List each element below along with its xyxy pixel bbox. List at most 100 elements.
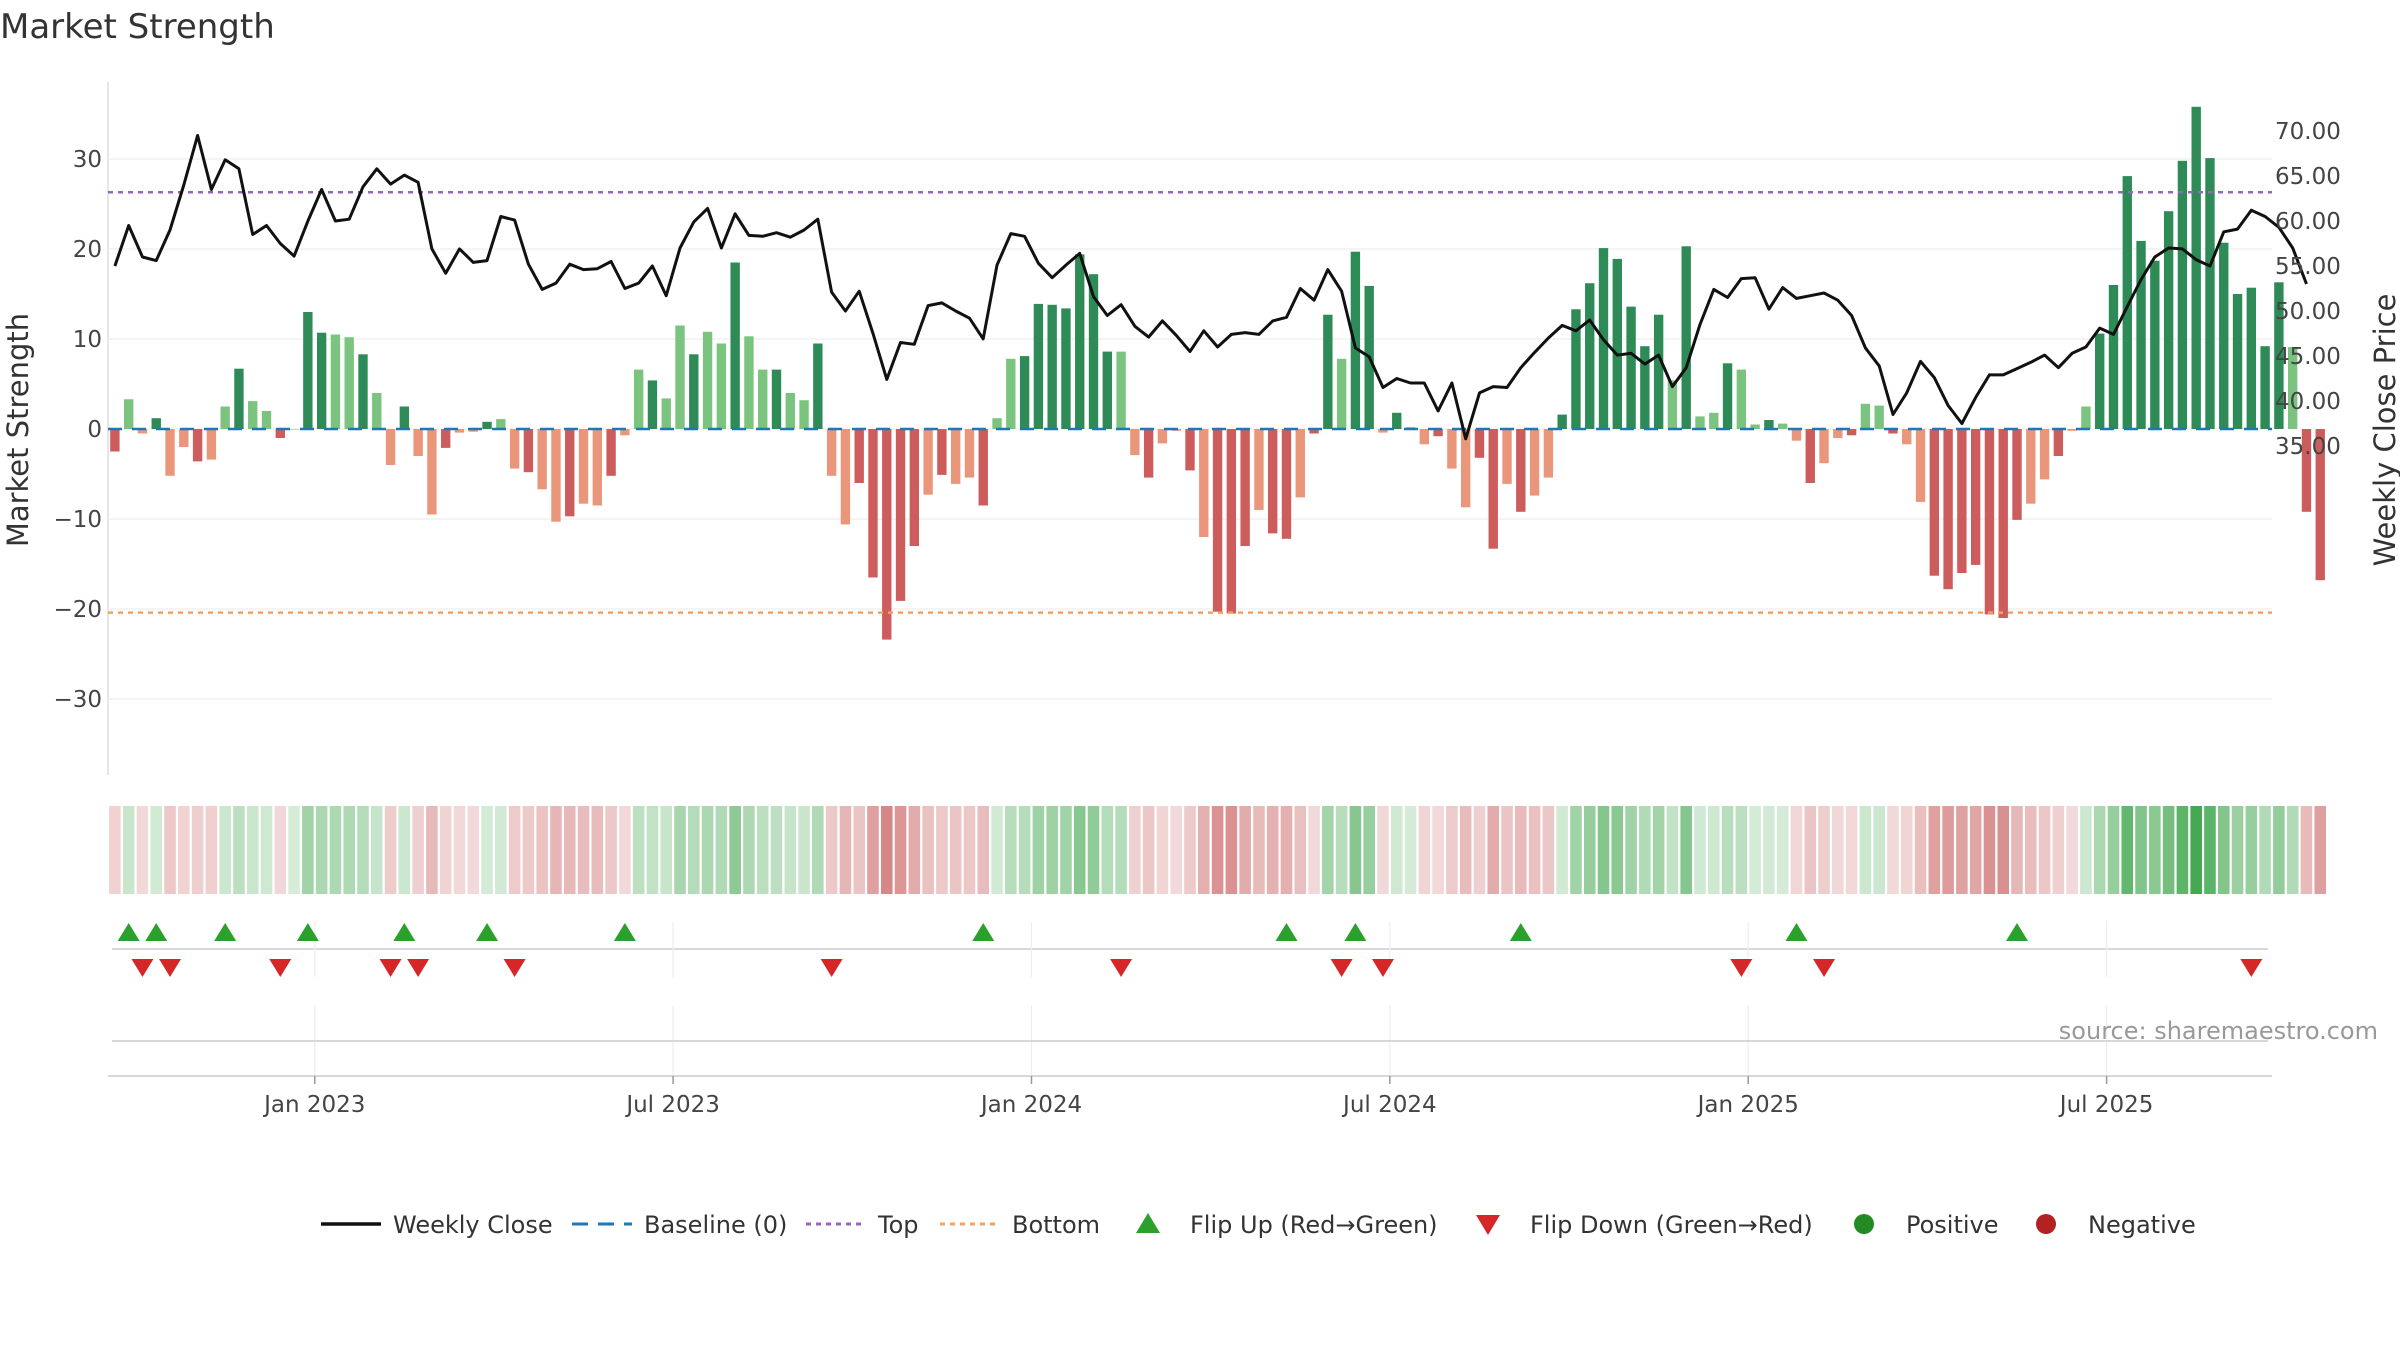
flip-up-marker xyxy=(145,923,168,941)
heat-cell xyxy=(1887,806,1899,894)
heat-cell xyxy=(756,806,769,894)
legend-label: Weekly Close xyxy=(393,1211,553,1239)
flip-up-marker xyxy=(1275,923,1298,941)
heat-cell xyxy=(1707,806,1720,894)
heat-cell xyxy=(1969,806,1982,894)
flip-up-marker xyxy=(476,923,499,941)
legend: Weekly Close Baseline (0) Top Bottom Flip Up… xyxy=(321,1211,2196,1239)
strength-bar xyxy=(316,332,327,429)
heat-cell xyxy=(867,806,879,894)
strength-bar xyxy=(964,429,975,478)
heat-cell xyxy=(1956,806,1968,894)
heat-cell xyxy=(274,806,287,894)
strength-bar xyxy=(1502,429,1512,484)
strength-bar xyxy=(468,429,478,432)
strength-bar xyxy=(2287,347,2298,429)
heat-cell xyxy=(2052,806,2065,894)
heat-cell xyxy=(508,806,521,894)
heat-cell xyxy=(1101,806,1114,894)
heat-cell xyxy=(453,806,466,894)
strength-bar xyxy=(1998,429,2008,618)
strength-bar xyxy=(620,429,630,436)
heat-cell xyxy=(1790,806,1803,894)
heat-cell xyxy=(1487,806,1500,894)
strength-bar xyxy=(702,331,713,429)
heat-cell xyxy=(908,806,921,894)
heat-cell xyxy=(1639,806,1651,894)
right-axis-label: Weekly Close Price xyxy=(2368,294,2400,567)
strength-bar xyxy=(1130,429,1140,456)
heat-cell xyxy=(2107,806,2120,894)
strength-bar xyxy=(1088,274,1099,429)
heat-cell xyxy=(715,806,728,894)
strength-bar xyxy=(482,421,492,429)
heat-cell xyxy=(1501,806,1513,894)
right-tick-label: 45.00 xyxy=(2275,344,2341,370)
heat-cell xyxy=(798,806,810,894)
heat-cell xyxy=(1115,806,1127,894)
flip-up-marker xyxy=(214,923,237,941)
heat-cell xyxy=(1652,806,1665,894)
heat-cell xyxy=(495,806,507,894)
strength-bar xyxy=(427,429,437,515)
heat-cell xyxy=(1583,806,1596,894)
heat-cell xyxy=(853,806,865,894)
heat-cell xyxy=(343,806,355,894)
heat-cell xyxy=(936,806,948,894)
flip-down-marker xyxy=(379,959,402,977)
heat-cell xyxy=(1942,806,1954,894)
heat-cell xyxy=(1156,806,1169,894)
heat-cell xyxy=(1280,806,1293,894)
left-axis-label: Market Strength xyxy=(1,313,35,547)
x-tick-label: Jan 2025 xyxy=(1696,1092,1799,1118)
flip-down-marker xyxy=(1330,959,1353,977)
strength-bar xyxy=(1957,429,1967,573)
strength-bar xyxy=(537,429,547,490)
strength-bar xyxy=(689,354,699,429)
strength-bar xyxy=(937,429,947,475)
strength-bar xyxy=(854,429,864,483)
strength-bar xyxy=(909,429,920,546)
heat-cell xyxy=(2273,806,2285,894)
strength-bar xyxy=(1047,304,1057,429)
flip-down-marker xyxy=(820,959,843,977)
strength-bar xyxy=(1033,303,1044,429)
legend-label: Baseline (0) xyxy=(644,1211,787,1239)
chart-title: Market Strength xyxy=(0,7,275,47)
strength-bar xyxy=(578,429,589,504)
strength-bar xyxy=(1695,416,1705,429)
strength-bar xyxy=(551,429,561,522)
heat-cell xyxy=(2176,806,2189,894)
heat-cell xyxy=(2231,806,2244,894)
heat-cell xyxy=(2121,806,2134,894)
heat-cell xyxy=(1735,806,1748,894)
heat-cell xyxy=(1473,806,1486,894)
flip-down-marker xyxy=(2240,959,2263,977)
heat-cell xyxy=(1859,806,1872,894)
strength-bar xyxy=(592,429,602,506)
strength-bar xyxy=(275,429,285,438)
heat-cell xyxy=(688,806,700,894)
strength-bar xyxy=(1392,412,1402,429)
strength-bar xyxy=(1929,429,1939,576)
heat-cell xyxy=(605,806,617,894)
strength-bar xyxy=(2163,211,2174,429)
heat-cell xyxy=(2066,806,2078,894)
heat-cell xyxy=(122,806,135,894)
flip-up-marker xyxy=(296,923,319,941)
heat-cell xyxy=(1611,806,1624,894)
strength-bar xyxy=(2150,260,2160,429)
heat-cell xyxy=(2080,806,2092,894)
strength-bar xyxy=(1557,414,1567,429)
strength-bar xyxy=(1722,363,1733,429)
strength-bars xyxy=(110,106,2325,640)
heat-cell xyxy=(550,806,562,894)
flip-up-marker xyxy=(1344,923,1367,941)
heat-cell xyxy=(1666,806,1679,894)
strength-bar xyxy=(1626,306,1636,429)
strength-bar xyxy=(826,429,837,476)
strength-bar xyxy=(992,418,1002,429)
heat-cell xyxy=(1446,806,1458,894)
heat-cell xyxy=(894,806,907,894)
right-tick-label: 35.00 xyxy=(2275,434,2341,460)
